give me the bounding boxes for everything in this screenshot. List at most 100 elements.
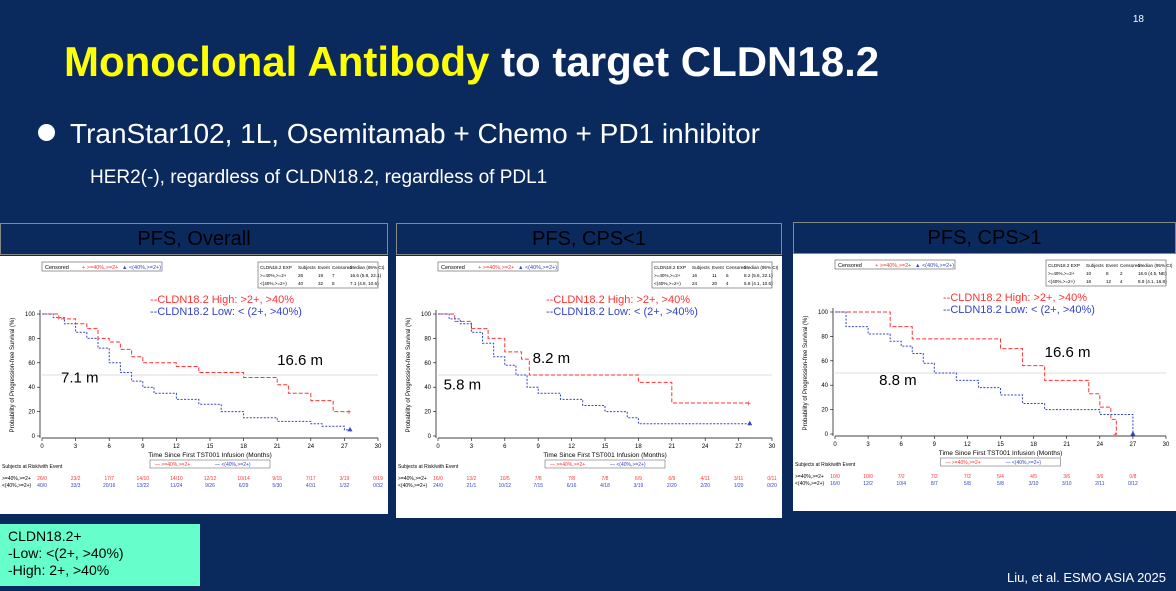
- chart-header-overall: PFS, Overall: [0, 223, 388, 255]
- x-tick-label: 3: [74, 444, 78, 450]
- risk-cell: 3/19: [634, 483, 644, 489]
- risk-row-label: <(40%,>=2+): [795, 481, 825, 487]
- stats-table-cell: 8.8 (4.1, 16.8): [1138, 279, 1167, 284]
- censor-legend-low: ▲ <(40%,>=2+): [518, 265, 557, 271]
- median-annotation: 16.6 m: [277, 352, 323, 369]
- censor-legend-box: [437, 261, 559, 272]
- x-tick-label: 15: [997, 442, 1004, 448]
- x-tick-label: 9: [537, 444, 541, 450]
- risk-cell: 5/30: [272, 483, 282, 489]
- title-highlight: Monoclonal Antibody: [64, 38, 490, 85]
- km-curve-high: [42, 313, 350, 413]
- stats-table-cell: 16: [1086, 279, 1092, 284]
- chart-title: PFS, Overall: [137, 227, 251, 250]
- stats-table-header: Subjects: [298, 265, 316, 270]
- censor-mark-high: +: [1113, 430, 1118, 439]
- risk-row-label: >=40%,>=2+: [795, 474, 824, 480]
- slide-number: 18: [1132, 14, 1144, 25]
- risk-cell: 7/17: [306, 476, 316, 482]
- risk-legend-box: [544, 459, 666, 469]
- y-tick-label: 0: [825, 432, 829, 438]
- risk-cell: 13/22: [137, 483, 150, 489]
- risk-cell: 0/11: [767, 476, 777, 482]
- risk-table-title: Subjects at Risk/with Event: [795, 462, 856, 468]
- median-annotation: 7.1 m: [61, 369, 99, 386]
- x-tick-label: 3: [866, 442, 870, 448]
- legend-low: --CLDN18.2 Low: < (2+, >40%): [546, 306, 698, 318]
- x-tick-label: 24: [1096, 442, 1103, 448]
- risk-cell: 7/2: [898, 474, 905, 480]
- chart-panel-overall: Censored + >=40%,>=2+ ▲ <(40%,>=2+) CLDN18.…: [0, 256, 388, 514]
- km-curve-high: [438, 313, 750, 404]
- risk-cell: 2/11: [1095, 481, 1105, 487]
- risk-cell: 16/0: [830, 481, 840, 487]
- x-tick-label: 12: [568, 444, 575, 450]
- risk-cell: 3/10: [1029, 481, 1039, 487]
- censor-legend-box: [41, 261, 163, 272]
- stats-table-cell: 8.2 (5.6, 22.1): [744, 273, 773, 278]
- stats-table-cell: 11: [712, 273, 717, 278]
- risk-cell: 14/10: [137, 476, 150, 482]
- x-tick-label: 21: [274, 444, 281, 450]
- stats-table-cell: 26: [298, 273, 304, 278]
- y-axis-label: Probability of Progression-free Survival…: [10, 318, 16, 433]
- censor-legend-box: [834, 259, 956, 270]
- risk-cell: 33/3: [71, 483, 81, 489]
- x-tick-label: 6: [503, 444, 507, 450]
- risk-cell: 4/5: [1030, 474, 1037, 480]
- risk-cell: 4/31: [306, 483, 316, 489]
- sub-bullet: HER2(-), regardless of CLDN18.2, regardl…: [90, 167, 548, 188]
- km-chart-cps-lt1: Censored + >=40%,>=2+ ▲ <(40%,>=2+) CLDN18.…: [398, 261, 779, 489]
- risk-legend-high: — >=40%,>=2+: [155, 462, 190, 468]
- risk-cell: 0/32: [373, 483, 383, 489]
- legend-high: --CLDN18.2 High: >2+, >40%: [943, 292, 1087, 304]
- risk-cell: 0/20: [767, 483, 777, 489]
- x-tick-label: 27: [341, 444, 348, 450]
- stats-table-cell: 32: [318, 281, 324, 286]
- cldn-definition-note: CLDN18.2+ -Low: <(2+, >40%) -High: 2+, >…: [0, 524, 200, 586]
- stats-table-cell: 4: [726, 281, 729, 286]
- stats-table-cell: 16.6 (5.8, 22.1): [350, 273, 382, 278]
- risk-legend-low: — <(40%,>=2+): [215, 462, 251, 468]
- risk-cell: 0/19: [373, 476, 383, 482]
- y-tick-label: 40: [821, 383, 828, 389]
- stats-table-cell: 7.1 (4.8, 10.6): [350, 281, 379, 286]
- median-annotation: 16.6 m: [1045, 344, 1091, 361]
- stats-table-cell: 12: [1106, 279, 1112, 284]
- risk-cell: 3/19: [340, 476, 350, 482]
- stats-table-box: [257, 261, 379, 289]
- risk-cell: 7/2: [931, 474, 938, 480]
- risk-row-label: <(40%,>=2+): [2, 483, 32, 489]
- legend-high: --CLDN18.2 High: >2+, >40%: [150, 294, 294, 306]
- risk-cell: 9/26: [205, 483, 215, 489]
- x-tick-label: 3: [470, 444, 474, 450]
- stats-table-box: [651, 261, 773, 289]
- stats-table-header: Subjects: [692, 265, 710, 270]
- stats-table-header: Median (95% CI): [1138, 263, 1173, 268]
- km-chart-overall: Censored + >=40%,>=2+ ▲ <(40%,>=2+) CLDN18.…: [2, 261, 385, 489]
- risk-table-title: Subjects at Risk/with Event: [398, 464, 459, 470]
- stats-table-header: Censored: [726, 265, 746, 270]
- stats-table-cell: 5: [726, 273, 729, 278]
- risk-cell: 9/15: [272, 476, 282, 482]
- x-tick-label: 30: [769, 444, 776, 450]
- x-tick-label: 18: [635, 444, 642, 450]
- risk-cell: 3/6: [1096, 474, 1103, 480]
- y-tick-label: 60: [28, 361, 35, 367]
- stats-table-cell: <(40%,>=2+): [1048, 279, 1075, 284]
- risk-cell: 8/7: [931, 481, 938, 487]
- risk-row-label: >=40%,>=2+: [2, 476, 31, 482]
- risk-cell: 16/0: [433, 476, 443, 482]
- y-tick-label: 20: [821, 408, 828, 414]
- y-tick-label: 80: [821, 334, 828, 340]
- censor-mark-low: [747, 420, 753, 426]
- stats-table-cell: 2: [1120, 271, 1123, 276]
- risk-legend-high: — >=40%,>=2+: [550, 462, 585, 468]
- stats-table-header: Event: [318, 265, 330, 270]
- stats-table-header: CLDN18.2 EXP: [1048, 263, 1080, 268]
- risk-cell: 14/10: [170, 476, 183, 482]
- risk-cell: 2/20: [667, 483, 677, 489]
- note-line: -High: 2+, >40%: [8, 562, 110, 578]
- x-tick-label: 24: [702, 444, 709, 450]
- censor-legend-low: ▲ <(40%,>=2+): [915, 263, 954, 269]
